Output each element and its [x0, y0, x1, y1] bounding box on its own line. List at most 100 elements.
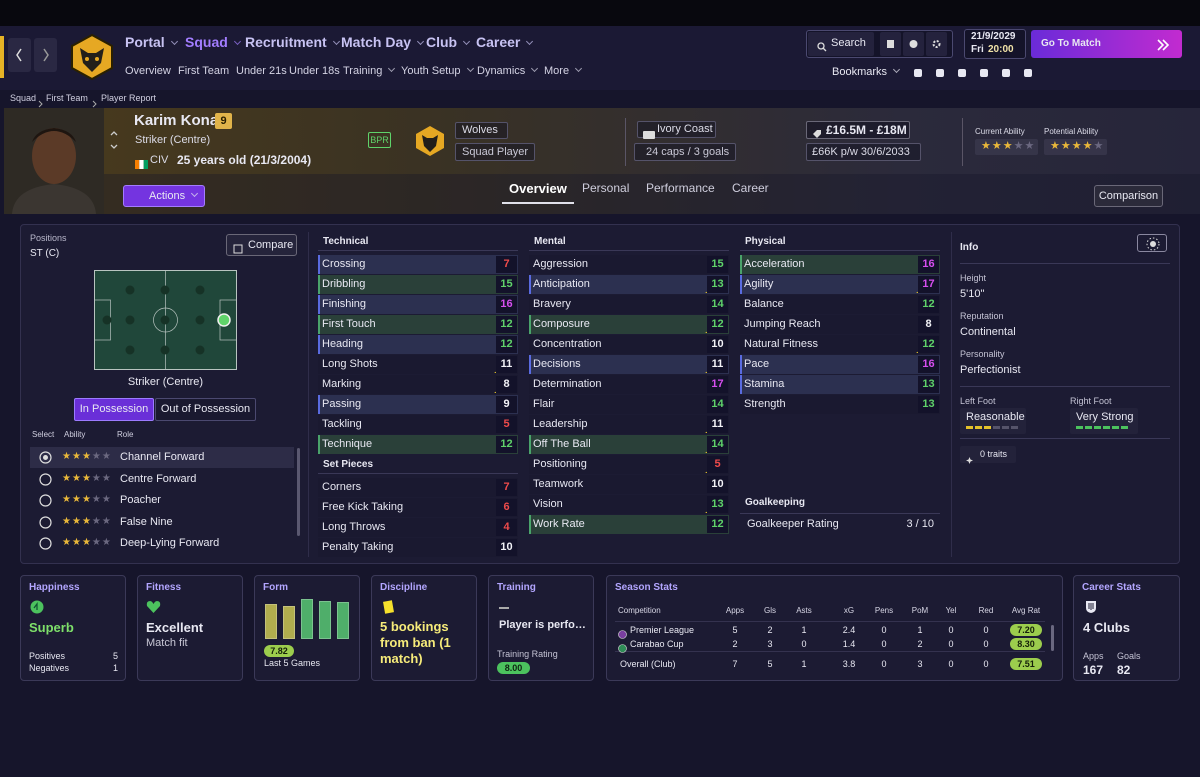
- happiness-icon: [30, 600, 44, 614]
- nav-item[interactable]: Portal: [125, 34, 177, 50]
- radio-svg: [39, 472, 52, 486]
- fitness-icon-svg: [146, 601, 161, 613]
- subnav-item[interactable]: Youth Setup: [401, 65, 473, 77]
- tab[interactable]: Overview: [509, 181, 567, 196]
- discipline-text: 5 bookings from ban (1 match): [380, 619, 451, 666]
- go-arrows: [1156, 38, 1170, 51]
- tab[interactable]: Performance: [646, 181, 715, 195]
- toolbar-icon[interactable]: [880, 32, 901, 56]
- go-to-match-button[interactable]: Go To Match: [1031, 30, 1182, 58]
- training-rating: 8.00: [497, 662, 530, 674]
- role-row[interactable]: ★★★★★ Centre Forward: [30, 469, 294, 490]
- role-row[interactable]: ★★★★★ Channel Forward: [30, 447, 294, 468]
- attribute-row: Corners 7: [318, 478, 518, 497]
- star-rating: ★★★★★: [1050, 141, 1104, 152]
- radio-svg: [39, 494, 52, 507]
- rule: [615, 651, 1045, 652]
- foot-bar: [1076, 426, 1083, 429]
- ability-label: Potential Ability: [1044, 127, 1099, 136]
- role-row[interactable]: ★★★★★ Deep-Lying Forward: [30, 533, 294, 554]
- bookmark-icon[interactable]: [912, 66, 924, 78]
- bookmark-icon[interactable]: [956, 66, 968, 78]
- nation-icon: [643, 126, 655, 139]
- fitness-icon: [146, 600, 161, 614]
- nav-item[interactable]: Recruitment: [245, 34, 339, 50]
- nav-item[interactable]: Club: [426, 34, 469, 50]
- bookmark-icon[interactable]: [978, 66, 990, 78]
- toolbar-icon[interactable]: [903, 32, 924, 56]
- attribute-name: Teamwork: [533, 478, 584, 490]
- star: ★: [1082, 140, 1094, 152]
- attribute-name: Balance: [744, 298, 784, 310]
- star: ★: [101, 451, 112, 462]
- season-stat: 0: [948, 625, 954, 635]
- competition-icon: [618, 640, 627, 653]
- info-button[interactable]: [1137, 234, 1167, 252]
- tab[interactable]: Career: [732, 181, 769, 195]
- attribute-name: Flair: [533, 398, 555, 410]
- subnav-item[interactable]: Under 18s: [289, 65, 340, 77]
- breadcrumb-item: Player Report: [101, 93, 157, 103]
- club-crest-svg: [71, 33, 113, 81]
- role-row[interactable]: ★★★★★ False Nine: [30, 512, 294, 533]
- attribute-name: Corners: [322, 481, 362, 493]
- attribute-value: 12: [918, 296, 939, 313]
- search-button[interactable]: Search: [808, 32, 874, 56]
- subnav-item[interactable]: Dynamics: [477, 65, 537, 77]
- toolbar-icon[interactable]: [926, 32, 947, 56]
- happiness-row-label: Negatives: [29, 663, 70, 673]
- actions-button[interactable]: Actions: [123, 185, 205, 207]
- attribute-value: 10: [707, 336, 728, 353]
- player-switch[interactable]: [109, 128, 119, 152]
- back-button[interactable]: [8, 38, 31, 72]
- training-rating-label: Training Rating: [497, 649, 558, 659]
- bookmarks[interactable]: Bookmarks: [832, 66, 899, 78]
- breadcrumb-item[interactable]: Squad: [10, 93, 37, 103]
- role-row[interactable]: ★★★★★ Poacher: [30, 490, 294, 511]
- career-label: Goals: [1117, 651, 1141, 661]
- forward-button[interactable]: [34, 38, 57, 72]
- bookmark-icon[interactable]: [1022, 66, 1034, 78]
- bookmark-icon[interactable]: [934, 66, 946, 78]
- star-rating: ★★★★★: [981, 141, 1035, 152]
- subnav-item[interactable]: Training: [343, 65, 394, 77]
- bookmark-icon[interactable]: [1000, 66, 1012, 78]
- season-stat: 0: [801, 639, 807, 649]
- value-icon-svg: [813, 130, 821, 138]
- tab[interactable]: Personal: [582, 181, 630, 195]
- card: Season Stats Competition Apps Gls Asts xG Pens…: [606, 575, 1063, 681]
- card-title: Training: [497, 582, 536, 593]
- breadcrumb-item[interactable]: First Team: [46, 93, 88, 103]
- subnav-item[interactable]: First Team: [178, 65, 230, 77]
- attribute-name: Aggression: [533, 258, 589, 270]
- club-box: [455, 122, 508, 139]
- info-label: Height: [960, 273, 987, 283]
- toggle-button[interactable]: Out of Possession: [155, 398, 256, 421]
- comparison-button[interactable]: Comparison: [1094, 185, 1163, 207]
- attribute-row: Free Kick Taking 6: [318, 498, 518, 517]
- season-stat: 0: [983, 625, 989, 635]
- nav-item[interactable]: Squad: [185, 34, 240, 50]
- subnav-item[interactable]: Overview: [125, 65, 171, 77]
- subnav-item[interactable]: More: [544, 65, 581, 77]
- radio-svg: [39, 537, 52, 550]
- attribute-row: Balance 12: [740, 295, 940, 314]
- nav-item[interactable]: Match Day: [341, 34, 423, 50]
- season-column-header: xG: [843, 606, 855, 615]
- club-badge-svg: [416, 126, 444, 156]
- compare-button[interactable]: Compare: [226, 234, 297, 256]
- average-rating: 7.20: [1010, 624, 1042, 636]
- star: ★: [62, 451, 72, 462]
- subnav-item[interactable]: Under 21s: [236, 65, 287, 77]
- attribute-group-title: Mental: [534, 236, 566, 247]
- info-label: Personality: [960, 349, 1005, 359]
- traits-button[interactable]: 0 traits: [960, 446, 1016, 464]
- attribute-value: 9: [496, 396, 517, 413]
- attribute-row: Crossing 7: [318, 255, 518, 274]
- attribute-value: 5: [496, 416, 517, 433]
- toggle-button[interactable]: In Possession: [74, 398, 154, 421]
- attribute-name: Penalty Taking: [322, 541, 394, 553]
- search-label: Search: [831, 37, 866, 49]
- nav-item[interactable]: Career: [476, 34, 532, 50]
- attribute-group-title: Goalkeeping: [745, 497, 806, 508]
